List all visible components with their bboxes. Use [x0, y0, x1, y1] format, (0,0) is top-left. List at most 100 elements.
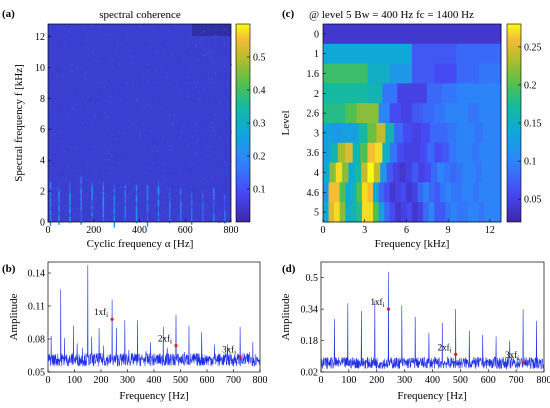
kurtogram-cell	[400, 182, 407, 203]
y-tick-label: 3.6	[307, 148, 320, 159]
noise-speckle	[189, 138, 192, 140]
noise-speckle	[110, 155, 113, 157]
kurtogram-cell	[495, 182, 502, 203]
noise-speckle	[129, 56, 132, 59]
noise-speckle	[106, 81, 109, 83]
noise-speckle	[157, 43, 159, 46]
noise-speckle	[215, 157, 218, 159]
noise-speckle	[210, 134, 212, 136]
noise-speckle	[55, 186, 58, 188]
panel-b-ylabel: Amplitude	[8, 293, 20, 340]
noise-speckle	[56, 75, 59, 77]
noise-speckle	[56, 169, 59, 171]
panel-a-title: spectral coherence	[99, 9, 181, 21]
noise-speckle	[198, 98, 200, 100]
noise-speckle	[121, 121, 124, 124]
noise-speckle	[122, 133, 125, 135]
noise-speckle	[220, 215, 223, 218]
noise-speckle	[210, 168, 213, 170]
kurtogram-cell	[471, 83, 487, 104]
kurtogram-cell	[397, 142, 405, 163]
noise-speckle	[227, 64, 230, 66]
kurtogram-cell	[378, 103, 391, 124]
noise-speckle	[185, 173, 187, 175]
noise-speckle	[203, 207, 205, 209]
noise-speckle	[73, 174, 76, 176]
noise-speckle	[138, 94, 141, 96]
noise-speckle	[208, 194, 210, 196]
noise-speckle	[124, 126, 127, 128]
harmonic-marker	[454, 352, 458, 356]
noise-speckle	[102, 174, 104, 176]
noise-speckle	[129, 216, 131, 218]
panel-d-y-ticks: 0.02 0.18 0.34 0.5	[301, 273, 324, 379]
noise-speckle	[88, 27, 91, 29]
noise-speckle	[183, 192, 185, 194]
noise-speckle	[93, 68, 96, 70]
noise-speckle	[127, 143, 129, 145]
noise-speckle	[70, 65, 72, 67]
coherence-streak	[58, 187, 60, 222]
noise-speckle	[104, 193, 106, 195]
noise-speckle	[206, 180, 209, 182]
kurtogram-cell	[441, 142, 450, 163]
noise-speckle	[76, 170, 79, 172]
noise-speckle	[211, 126, 213, 128]
kurtogram-cell	[339, 182, 346, 203]
noise-speckle	[229, 45, 232, 47]
y-tick-label: 2	[40, 187, 45, 198]
noise-speckle	[185, 179, 188, 181]
noise-speckle	[176, 176, 179, 178]
noise-speckle	[197, 82, 199, 84]
noise-speckle	[222, 84, 224, 86]
x-tick-label: 800	[253, 375, 268, 386]
noise-speckle	[126, 62, 128, 64]
panel-b-y-ticks: 0.05 0.08 0.11 0.14	[28, 269, 51, 379]
noise-speckle	[212, 187, 214, 189]
noise-speckle	[55, 109, 57, 111]
noise-speckle	[123, 188, 126, 190]
noise-speckle	[90, 124, 92, 126]
noise-speckle	[52, 83, 55, 85]
noise-speckle	[210, 122, 213, 124]
noise-speckle	[164, 191, 167, 193]
noise-speckle	[64, 35, 66, 37]
noise-speckle	[180, 107, 183, 109]
noise-speckle	[76, 134, 78, 136]
noise-speckle	[134, 72, 136, 74]
noise-speckle	[106, 114, 108, 117]
kurtogram-cell	[334, 103, 346, 124]
noise-speckle	[136, 33, 138, 36]
noise-speckle	[174, 206, 177, 209]
noise-speckle	[68, 63, 70, 65]
noise-speckle	[48, 132, 51, 134]
noise-speckle	[85, 140, 88, 143]
noise-speckle	[222, 195, 225, 197]
noise-speckle	[86, 167, 89, 169]
noise-speckle	[97, 80, 100, 82]
noise-speckle	[155, 150, 158, 152]
noise-speckle	[51, 65, 53, 67]
noise-speckle	[163, 136, 165, 138]
kurtogram-cell	[352, 83, 368, 104]
coherence-streak	[49, 219, 52, 227]
noise-speckle	[203, 209, 206, 211]
noise-speckle	[202, 201, 205, 203]
noise-speckle	[141, 162, 144, 164]
noise-speckle	[147, 210, 150, 213]
x-tick-label: 9	[446, 225, 451, 236]
noise-speckle	[153, 211, 155, 213]
noise-speckle	[207, 213, 209, 215]
noise-speckle	[167, 57, 170, 59]
noise-speckle	[225, 199, 227, 201]
noise-speckle	[70, 64, 72, 66]
noise-speckle	[100, 106, 103, 108]
y-tick-label: 0.14	[28, 269, 46, 280]
noise-speckle	[79, 71, 81, 73]
noise-speckle	[98, 181, 101, 183]
panel-a-ylabel: Spectral frequency f [kHz]	[13, 64, 25, 182]
kurtogram-cell	[449, 142, 457, 163]
y-tick-label: 4	[40, 156, 45, 167]
noise-speckle	[110, 214, 113, 216]
noise-speckle	[182, 57, 185, 59]
